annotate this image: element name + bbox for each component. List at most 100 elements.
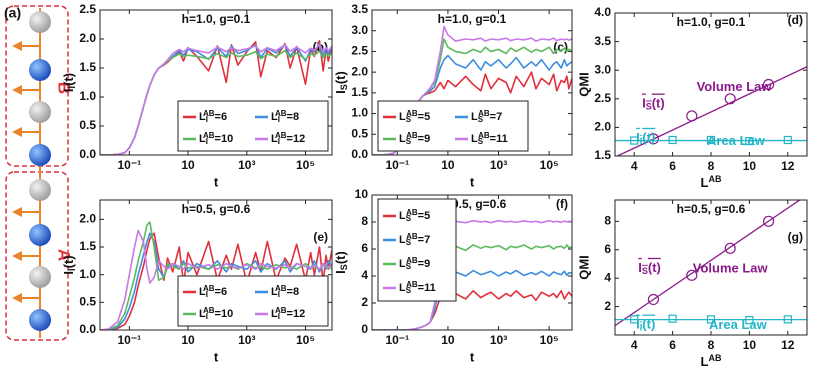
schematic: (a) B A	[4, 5, 74, 341]
x-tick-label: 10³	[238, 333, 255, 347]
region-label: B	[55, 82, 74, 94]
y-tick-label: 2.5	[351, 44, 368, 58]
legend-label: LIAB=6	[199, 109, 227, 124]
legend-label: LSAB=5	[399, 109, 430, 124]
panel: 2 4 6 8 4 6 8 10 12 LAB QMI h=0.5, g=0.6 (g) IS(t) Vol…	[576, 199, 808, 369]
region-box	[5, 5, 69, 167]
panel: 0.0 0.5 1.0 1.5 2.0 2.5 10⁻¹ 10 10³ 10⁵ t II(t) h=1.…	[61, 2, 333, 189]
y-axis-label: IS(t)	[333, 71, 349, 94]
x-tick-label: 4	[631, 159, 638, 173]
legend-label: LSAB=9	[399, 256, 430, 271]
legend-label: LSAB=11	[471, 131, 508, 146]
x-tick-label: 10⁵	[540, 333, 559, 347]
y-tick-label: 2.0	[79, 31, 96, 45]
fit-line	[615, 66, 807, 156]
x-axis-label: t	[214, 349, 219, 364]
chart-title: h=1.0, g=0.1	[438, 12, 507, 26]
panel: 1.5 2.0 2.5 3.0 3.5 4.0 4 6 8 10 12 LAB QMI h=1.0, g=…	[576, 5, 808, 190]
point	[783, 135, 792, 145]
legend: LSAB=5 LSAB=7 LSAB=9 LSAB=11	[377, 100, 529, 152]
point	[706, 315, 716, 324]
legend-label: LIAB=10	[199, 131, 233, 146]
annotation: Area Law	[707, 133, 766, 148]
x-tick-label: 10	[743, 159, 757, 173]
y-tick-label: 3.5	[594, 34, 611, 48]
y-tick-label: 3.5	[351, 2, 368, 16]
panel-label: (f)	[556, 197, 568, 211]
point	[762, 215, 775, 227]
plot-frame	[99, 199, 333, 331]
y-axis-label: II(t)	[61, 255, 77, 274]
annotation: IS(t)	[638, 260, 661, 276]
point	[745, 315, 754, 325]
x-tick-label: 10⁵	[296, 158, 315, 172]
plot-frame	[614, 199, 808, 336]
x-tick-label: 10⁻¹	[385, 333, 409, 347]
legend-label: LSAB=7	[471, 109, 502, 124]
panel: 0.0 0.5 1.0 1.5 2.0 10⁻¹ 10 10³ 10⁵ t II(t) h=0.5, …	[61, 199, 333, 364]
point	[724, 93, 736, 105]
plot-frame	[614, 12, 808, 157]
x-axis-label: t	[470, 174, 475, 189]
plot-frame	[371, 9, 573, 156]
y-tick-label: 4.0	[594, 5, 611, 19]
x-tick-label: 12	[781, 159, 795, 173]
chart-title: h=1.0, g=0.1	[677, 15, 746, 29]
panel-label: (e)	[313, 230, 328, 244]
annotation: Volume Law	[693, 260, 769, 275]
series-line	[100, 229, 332, 330]
panel-label: (a)	[4, 5, 21, 21]
x-tick-label: 10	[441, 158, 455, 172]
x-axis-label: LAB	[701, 174, 722, 190]
y-axis-label: II(t)	[61, 73, 77, 92]
y-tick-label: 8	[604, 213, 611, 227]
y-tick-label: 1.0	[79, 267, 96, 281]
legend-label: LIAB=12	[271, 131, 305, 146]
annotation: IS(t)	[642, 96, 665, 112]
annotation: II(t)	[636, 317, 655, 333]
y-tick-label: 1.0	[351, 106, 368, 120]
fit-line	[615, 200, 801, 327]
x-tick-label: 12	[781, 338, 795, 352]
legend-box	[177, 275, 329, 327]
x-tick-label: 8	[708, 338, 715, 352]
chart-title: h=0.5, g=0.6	[677, 202, 746, 216]
x-axis-label: t	[470, 349, 475, 364]
spin-arrows	[12, 41, 40, 303]
y-tick-label: 1.5	[351, 85, 368, 99]
point	[706, 135, 716, 145]
legend: LIAB=6 LIAB=8 LIAB=10 LIAB=12	[177, 275, 329, 327]
y-tick-label: 4	[604, 270, 611, 284]
x-tick-label: 10⁻¹	[118, 158, 142, 172]
point	[724, 242, 736, 254]
x-tick-label: 4	[631, 338, 638, 352]
y-tick-label: 0.5	[351, 126, 368, 140]
y-tick-label: 2.0	[594, 120, 611, 134]
y-axis-label: IS(t)	[333, 251, 349, 274]
plot-frame	[371, 194, 573, 331]
y-tick-label: 2.5	[79, 2, 96, 16]
x-tick-label: 10⁻¹	[118, 333, 142, 347]
plot-area	[100, 39, 332, 155]
plot-frame	[99, 9, 333, 156]
y-tick-label: 1.5	[594, 148, 611, 162]
y-tick-label: 10	[355, 187, 369, 201]
x-tick-label: 10	[181, 333, 195, 347]
panel-label: (c)	[553, 40, 568, 54]
legend-label: LIAB=8	[271, 284, 299, 299]
y-tick-label: 1.5	[79, 239, 96, 253]
x-tick-label: 8	[708, 159, 715, 173]
legend-label: LSAB=11	[399, 280, 436, 295]
x-tick-label: 10	[181, 158, 195, 172]
legend-label: LIAB=8	[271, 109, 299, 124]
x-tick-label: 10⁻¹	[385, 158, 409, 172]
x-tick-label: 6	[669, 338, 676, 352]
legend-box	[177, 100, 329, 152]
y-tick-label: 6	[604, 242, 611, 256]
y-tick-label: 6	[361, 241, 368, 255]
x-tick-label: 10³	[490, 333, 507, 347]
legend: LSAB=5 LSAB=7 LSAB=9 LSAB=11	[377, 198, 457, 302]
x-axis-label: t	[214, 174, 219, 189]
